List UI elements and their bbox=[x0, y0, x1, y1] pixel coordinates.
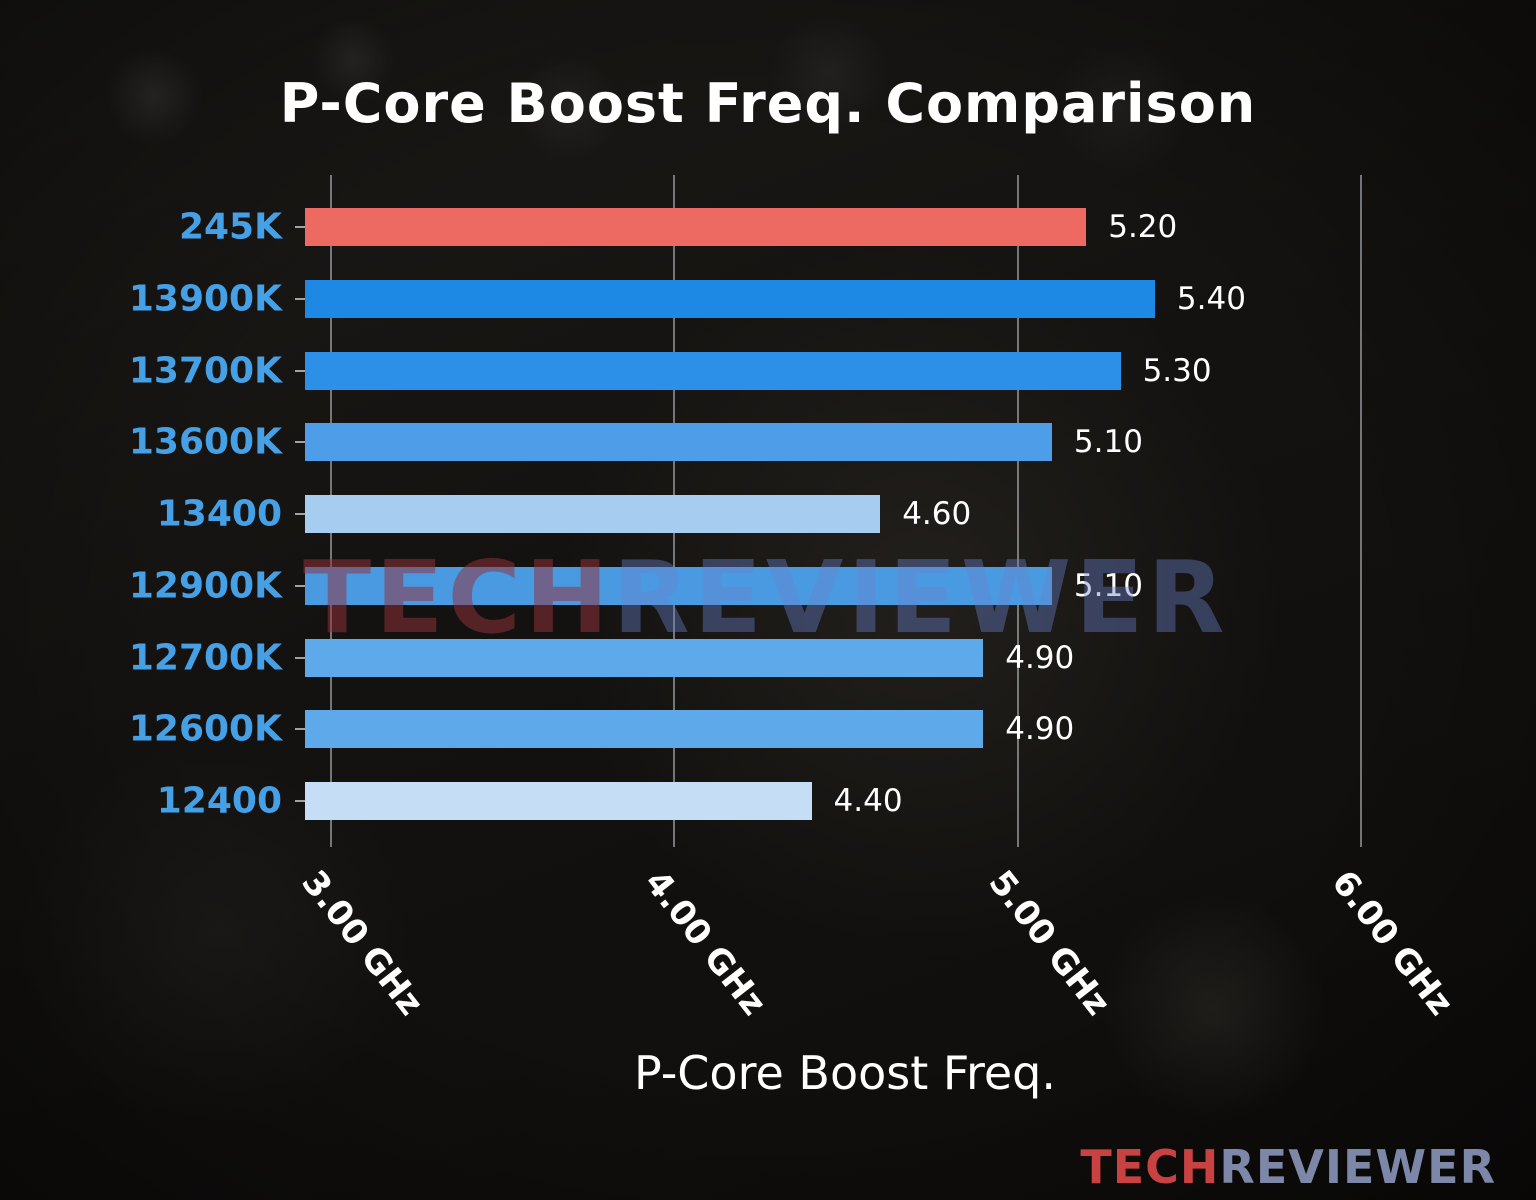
value-label-13700k: 5.30 bbox=[1142, 352, 1212, 389]
bar-12400 bbox=[305, 782, 812, 820]
watermark-footer-tech: TECH bbox=[1080, 1140, 1220, 1194]
bar-12700k bbox=[305, 638, 984, 677]
y-tick-mark bbox=[295, 656, 305, 659]
y-axis-category-labels: 245K 13900K 13700K 13600K 13400 12900K 12700K 1… bbox=[0, 175, 292, 847]
value-label-12900k: 5.10 bbox=[1073, 567, 1143, 604]
category-label-12900k: 12900K bbox=[128, 565, 282, 607]
value-label-12600k: 4.90 bbox=[1005, 711, 1075, 748]
bar-13400 bbox=[305, 495, 881, 533]
watermark-footer-reviewer: REVIEWER bbox=[1219, 1140, 1496, 1194]
category-label-245k: 245K bbox=[178, 206, 282, 248]
watermark-footer: TECHREVIEWER bbox=[1080, 1140, 1496, 1194]
bar-13600k bbox=[305, 423, 1052, 462]
category-label-13400: 13400 bbox=[156, 493, 282, 535]
bar-13900k bbox=[305, 279, 1155, 318]
value-label-12400: 4.40 bbox=[833, 783, 903, 819]
y-tick-mark bbox=[295, 513, 305, 515]
x-axis-title: P-Core Boost Freq. bbox=[633, 1046, 1057, 1100]
y-tick-mark bbox=[295, 441, 305, 444]
category-label-13600k: 13600K bbox=[128, 421, 282, 463]
category-label-13700k: 13700K bbox=[128, 350, 282, 391]
value-label-245k: 5.20 bbox=[1108, 209, 1178, 245]
y-tick-mark bbox=[295, 584, 305, 587]
y-tick-mark bbox=[295, 369, 305, 372]
chart-title: P-Core Boost Freq. Comparison bbox=[279, 72, 1257, 136]
y-tick-mark bbox=[295, 728, 305, 731]
gridline-5.00-ghz bbox=[1016, 175, 1019, 847]
bar-13700k bbox=[305, 351, 1121, 390]
gridline-6.00-ghz bbox=[1359, 175, 1362, 847]
value-label-13600k: 5.10 bbox=[1073, 424, 1143, 461]
category-label-12700k: 12700K bbox=[128, 637, 282, 678]
y-tick-mark bbox=[295, 297, 305, 300]
y-tick-mark bbox=[295, 226, 305, 228]
category-label-12400: 12400 bbox=[156, 780, 282, 822]
value-label-12700k: 4.90 bbox=[1005, 639, 1075, 676]
y-tick-mark bbox=[295, 800, 305, 802]
bar-12600k bbox=[305, 710, 984, 749]
value-label-13900k: 5.40 bbox=[1176, 280, 1246, 317]
category-label-13900k: 13900K bbox=[128, 278, 282, 320]
bar-12900k bbox=[305, 566, 1052, 605]
plot-area: 5.20 5.40 5.30 5.10 4.60 5.10 4.90 4.90 4.40 3.0… bbox=[293, 175, 1461, 1023]
value-labels-layer: 5.20 5.40 5.30 5.10 4.60 5.10 4.90 4.90 4.40 bbox=[305, 175, 1385, 847]
bar-245k bbox=[305, 208, 1087, 246]
category-label-12600k: 12600K bbox=[128, 708, 282, 750]
value-label-13400: 4.60 bbox=[902, 496, 972, 532]
bars-layer bbox=[305, 175, 1385, 847]
